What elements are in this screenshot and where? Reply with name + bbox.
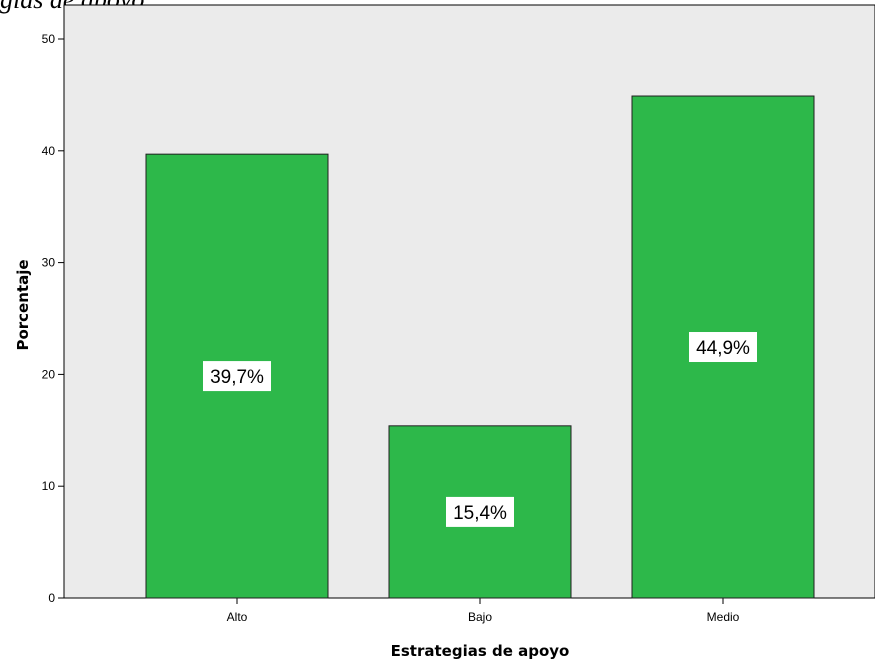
data-label-medio: 44,9% [696,338,750,359]
data-label-bajo: 15,4% [453,503,507,524]
data-label-alto: 39,7% [210,367,264,388]
y-tick-label: 30 [42,256,56,270]
y-axis-title: Porcentaje [14,259,32,350]
data-label-box [203,361,271,392]
y-tick-label: 10 [42,479,56,493]
y-tick-label: 20 [42,367,56,381]
y-tick-label: 40 [42,144,56,158]
y-axis: 0 10 20 30 40 50 [42,5,65,605]
data-labels-group: 39,7% 15,4% 44,9% [203,332,757,527]
data-label-box [689,332,757,363]
y-tick-label: 0 [48,591,55,605]
x-axis: Alto Bajo Medio [64,597,875,624]
x-tick-label-alto: Alto [227,610,248,624]
x-axis-title: Estrategias de apoyo [391,642,570,660]
x-tick-label-bajo: Bajo [468,610,492,624]
data-label-box [446,496,514,527]
y-tick-label: 50 [42,32,56,46]
x-tick-label-medio: Medio [707,610,740,624]
